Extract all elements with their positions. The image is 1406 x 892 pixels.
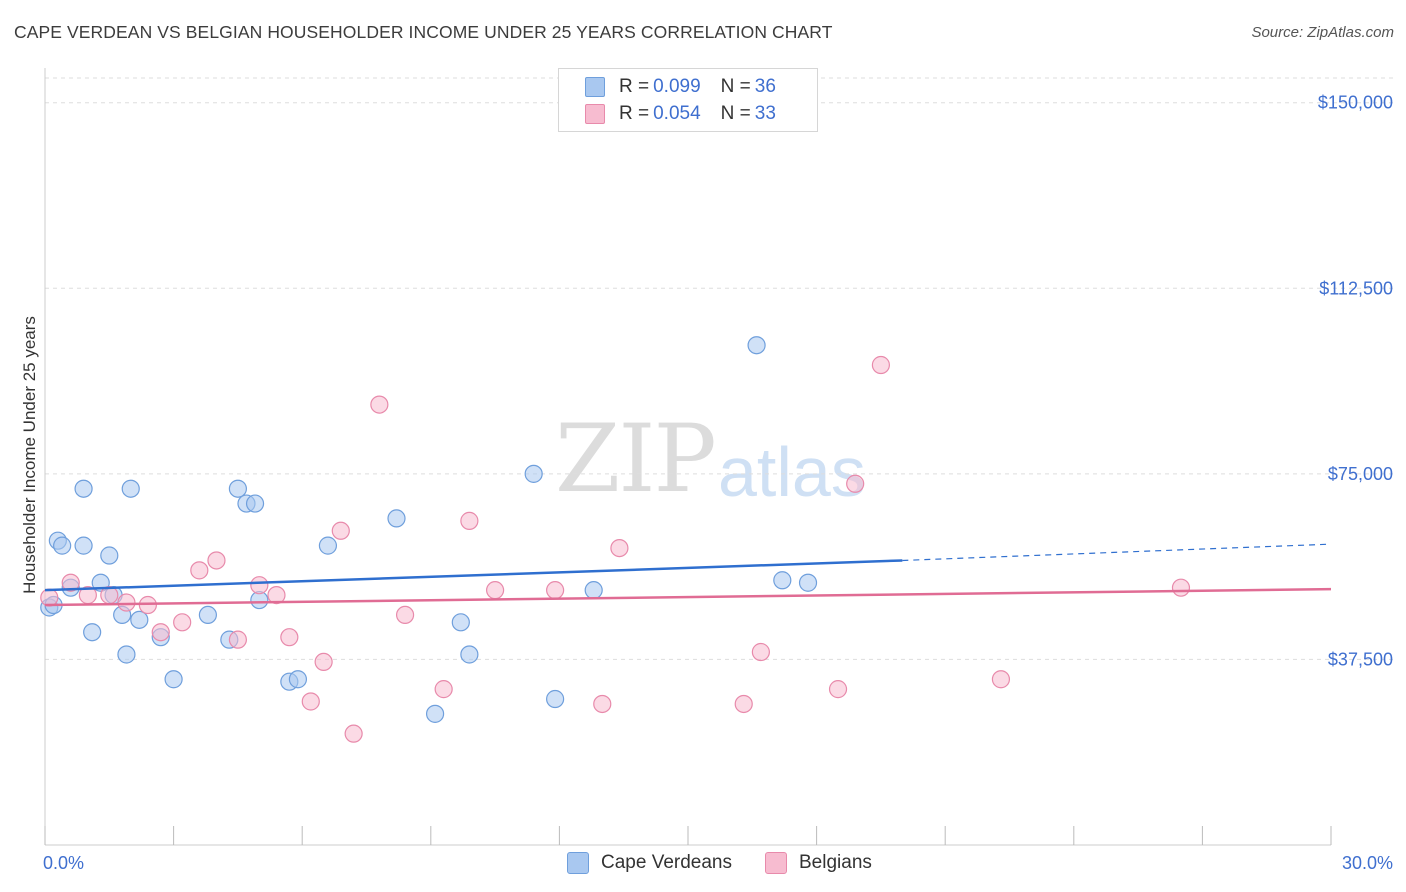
y-tick-label: $150,000 (1318, 93, 1393, 113)
series-legend: Cape Verdeans Belgians (0, 852, 1406, 878)
point-belgian (734, 694, 753, 714)
legend-swatch-pink (765, 852, 787, 874)
chart-title: CAPE VERDEAN VS BELGIAN HOUSEHOLDER INCO… (14, 22, 833, 42)
point-belgian (331, 521, 350, 540)
point-cape-verdean (387, 509, 406, 528)
legend-n-value: 33 (754, 103, 776, 124)
correlation-legend: R = 0.099 N = 36 R = 0.054 N = 33 (558, 68, 818, 132)
point-cape-verdean (74, 479, 93, 498)
trendline-cape-verdeans-extension (902, 543, 1332, 562)
point-belgian (395, 605, 415, 625)
point-belgian (61, 573, 80, 592)
legend-n-label: N = (720, 103, 751, 124)
point-belgian (370, 395, 389, 414)
y-tick-label: $37,500 (1328, 649, 1393, 669)
legend-r-value: 0.054 (653, 103, 701, 124)
chart-source: Source: ZipAtlas.com (1251, 24, 1394, 41)
point-cape-verdean (288, 670, 308, 689)
point-belgian (751, 642, 770, 662)
point-cape-verdean (117, 645, 136, 664)
trendline-belgians (44, 587, 1332, 607)
legend-n-value: 36 (754, 76, 776, 97)
point-belgian (460, 511, 479, 530)
point-cape-verdean (451, 613, 470, 632)
point-cape-verdean (773, 571, 792, 590)
point-cape-verdean (524, 464, 543, 483)
legend-swatch-blue (567, 852, 589, 874)
y-tick-label: $112,500 (1319, 278, 1393, 298)
point-cape-verdean (100, 546, 119, 565)
trendline-cape-verdeans (44, 559, 903, 592)
point-belgian (40, 588, 59, 607)
point-cape-verdean (245, 494, 265, 513)
point-cape-verdean (83, 623, 102, 642)
point-cape-verdean (747, 336, 766, 355)
point-cape-verdean (318, 536, 338, 555)
y-tick-label: $75,000 (1328, 464, 1393, 484)
legend-row-belgians: R = 0.054 N = 33 (585, 102, 776, 126)
point-cape-verdean (198, 605, 217, 625)
point-belgian (267, 586, 286, 605)
legend-label: Belgians (799, 852, 872, 873)
point-belgian (546, 581, 565, 600)
legend-swatch-blue (585, 77, 605, 97)
legend-label: Cape Verdeans (601, 852, 732, 873)
point-belgian (250, 576, 269, 595)
point-belgian (610, 538, 629, 558)
point-belgian (828, 680, 848, 699)
point-cape-verdean (798, 573, 818, 592)
legend-item-belgians[interactable]: Belgians (765, 852, 872, 874)
point-belgian (228, 630, 247, 649)
point-cape-verdean (460, 645, 479, 664)
legend-row-cape-verdeans: R = 0.099 N = 36 (585, 75, 776, 99)
point-cape-verdean (228, 479, 247, 498)
point-belgian (314, 652, 333, 672)
watermark-zip: ZIP (555, 405, 717, 514)
point-cape-verdean (425, 704, 445, 723)
point-cape-verdean (121, 479, 140, 498)
point-belgian (207, 551, 226, 570)
point-belgian (434, 680, 453, 699)
point-belgian (846, 474, 865, 493)
point-belgian (871, 355, 891, 375)
point-belgian (151, 623, 170, 642)
legend-r-value: 0.099 (653, 76, 701, 97)
point-cape-verdean (53, 536, 72, 555)
x-tick-label: 30.0% (1342, 853, 1393, 873)
point-belgian (344, 724, 363, 743)
point-belgian (190, 561, 209, 580)
point-cape-verdean (584, 581, 603, 600)
point-belgian (991, 670, 1011, 689)
point-cape-verdean (130, 610, 149, 629)
point-belgian (280, 628, 299, 647)
watermark-atlas: atlas (718, 433, 866, 511)
legend-n-label: N = (720, 76, 751, 97)
point-belgian (1171, 578, 1191, 597)
point-belgian (117, 593, 136, 612)
point-cape-verdean (164, 670, 183, 689)
legend-item-cape-verdeans[interactable]: Cape Verdeans (567, 852, 732, 874)
point-belgian (593, 694, 612, 714)
point-cape-verdean (74, 536, 93, 555)
legend-swatch-pink (585, 104, 605, 124)
legend-r-label: R = (619, 103, 650, 124)
point-belgian (173, 613, 192, 632)
point-belgian (486, 581, 505, 600)
point-belgian (301, 692, 320, 711)
x-tick-label: 0.0% (43, 853, 84, 873)
legend-r-label: R = (619, 76, 650, 97)
point-cape-verdean (546, 689, 565, 709)
